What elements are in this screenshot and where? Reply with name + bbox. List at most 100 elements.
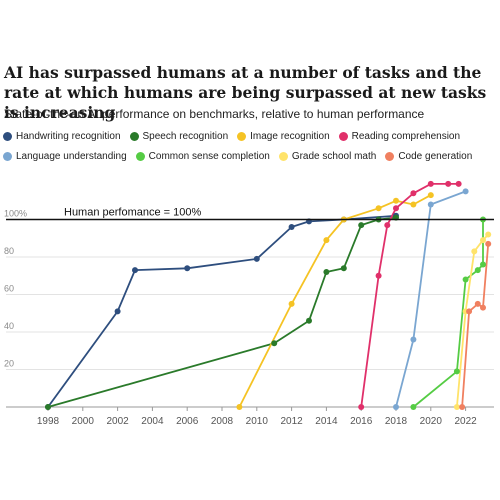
y-tick-label: 80 (4, 246, 14, 256)
legend-swatch (3, 131, 12, 141)
data-point (375, 272, 382, 279)
x-tick-label: 2008 (211, 416, 234, 427)
x-tick-label: 2004 (141, 416, 164, 427)
legend-label: Image recognition (250, 130, 330, 142)
data-point (480, 261, 486, 268)
human-performance-label: Human perfomance = 100% (64, 207, 201, 219)
legend-swatch (338, 131, 348, 141)
legend-item: Handwriting recognition (3, 131, 121, 142)
data-point (480, 304, 486, 311)
data-point (410, 336, 417, 343)
data-point (427, 201, 434, 208)
data-point (427, 192, 434, 199)
legend-item: Code generation (385, 151, 472, 162)
legend-label: Speech recognition (142, 130, 229, 142)
x-tick-label: 2018 (385, 416, 408, 427)
data-point (466, 308, 473, 315)
legend-label: Language understanding (16, 150, 127, 162)
data-point (393, 404, 399, 410)
data-point (132, 267, 138, 274)
data-point (358, 404, 365, 410)
x-tick-label: 2020 (420, 416, 443, 427)
data-point (288, 224, 295, 230)
legend-swatch (237, 131, 247, 141)
y-tick-label: 60 (4, 284, 14, 294)
legend-item: Grade school math (278, 150, 377, 162)
data-point (340, 265, 347, 272)
data-point (236, 404, 243, 410)
data-point (474, 300, 481, 307)
y-tick-label: 100% (4, 209, 27, 219)
data-point (471, 248, 478, 255)
legend-label: Reading comprehension (351, 130, 461, 142)
data-point (480, 237, 486, 244)
data-point (358, 222, 365, 229)
data-point (453, 368, 460, 375)
data-point (375, 205, 382, 212)
series-points (45, 180, 492, 410)
chart-labels: 20 40 60 80 100% 1998 2000 2002 2004 2006 2008 2010… (4, 207, 494, 427)
legend-swatch (278, 151, 288, 161)
data-point (410, 201, 417, 208)
data-point (323, 237, 330, 244)
data-point (453, 404, 460, 410)
legend-item: Language understanding (3, 151, 127, 162)
legend-swatch (135, 151, 145, 161)
data-point (474, 267, 481, 274)
data-point (427, 180, 434, 187)
series-line (47, 216, 397, 408)
series-line (461, 243, 490, 408)
series-line (47, 214, 397, 408)
x-tick-label: 2012 (280, 416, 303, 427)
legend-row: Language understanding Common sense compl… (3, 146, 497, 166)
y-tick-label: 40 (4, 321, 14, 331)
legend-item: Common sense completion (135, 150, 270, 162)
legend-item: Image recognition (237, 131, 330, 142)
data-point (455, 180, 462, 187)
series-line (395, 190, 466, 408)
legend-swatch (385, 151, 395, 161)
data-point (393, 205, 399, 212)
x-tick-label: 1998 (37, 416, 60, 427)
data-point (462, 276, 469, 283)
data-point (459, 404, 466, 410)
data-point (323, 269, 330, 275)
data-point (288, 300, 295, 307)
series-line (412, 219, 484, 408)
data-point (45, 404, 51, 410)
data-point (393, 197, 399, 204)
chart-subtitle: State-of-the-art AI performance on bench… (4, 107, 425, 121)
data-point (445, 180, 452, 187)
grid (6, 256, 494, 370)
y-tick-label: 20 (4, 359, 14, 369)
x-tick-label: 2010 (246, 416, 269, 427)
legend-swatch (129, 131, 139, 141)
data-point (485, 240, 492, 247)
data-point (184, 265, 191, 272)
series-line (238, 194, 432, 408)
legend-item: Speech recognition (129, 130, 229, 142)
data-point (306, 317, 312, 324)
x-tick-label: 2014 (315, 416, 338, 427)
x-tick-label: 2002 (106, 416, 129, 427)
data-point (253, 255, 260, 262)
legend-swatch (3, 151, 12, 161)
legend-label: Common sense completion (148, 150, 270, 162)
legend-label: Code generation (398, 150, 473, 162)
data-point (271, 340, 278, 347)
legend-item: Reading comprehension (338, 130, 461, 142)
x-tick-label: 2006 (176, 416, 199, 427)
chart-legend: Handwriting recognition Speech recognitio… (3, 126, 497, 166)
data-point (410, 190, 417, 197)
chart-title: AI has surpassed humans at a number of t… (4, 63, 487, 122)
legend-label: Handwriting recognition (16, 130, 121, 142)
x-tick-label: 2016 (350, 416, 373, 427)
axes (6, 406, 494, 411)
data-point (410, 404, 417, 410)
legend-row: Handwriting recognition Speech recognitio… (3, 126, 497, 146)
data-point (114, 308, 121, 315)
data-point (462, 188, 469, 195)
data-point (485, 231, 492, 238)
legend-label: Grade school math (291, 150, 377, 162)
